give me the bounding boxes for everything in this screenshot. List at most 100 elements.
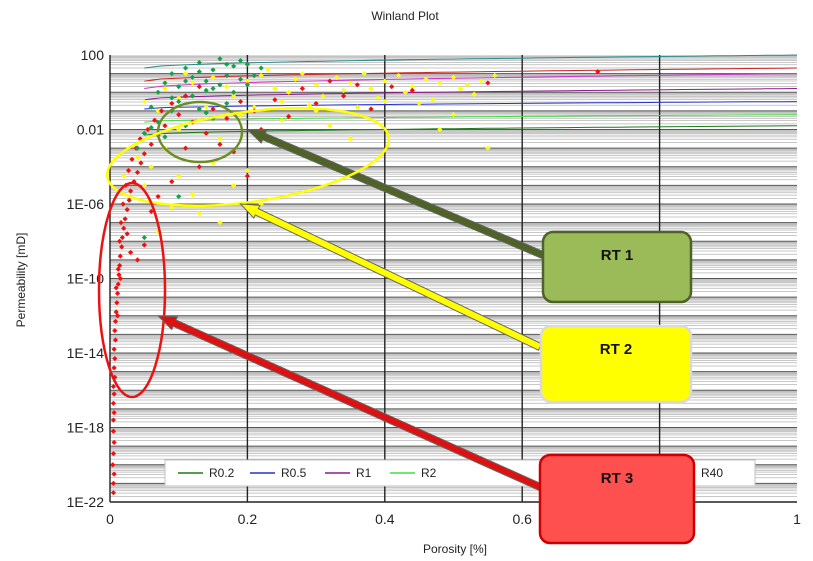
data-point [237, 57, 244, 64]
data-point [313, 100, 319, 107]
data-point [450, 112, 457, 118]
data-point [389, 84, 395, 90]
data-point [437, 80, 443, 86]
data-point [450, 74, 457, 80]
data-point [217, 141, 223, 147]
data-point [347, 136, 354, 142]
annotation-ellipse [97, 181, 167, 399]
data-point [110, 383, 117, 390]
data-point [111, 365, 117, 371]
data-point [430, 97, 436, 103]
data-point [402, 89, 409, 95]
data-point [368, 85, 374, 92]
legend-label: R0.5 [281, 466, 307, 480]
r-curve [144, 114, 798, 123]
legend-label: R0.2 [209, 466, 235, 480]
data-point [141, 130, 147, 136]
data-point [244, 78, 250, 84]
data-point [182, 78, 189, 84]
x-tick-label: 0.2 [238, 511, 258, 527]
data-point [112, 328, 118, 334]
data-point [210, 74, 216, 80]
data-point [395, 72, 402, 79]
data-point [114, 300, 120, 306]
data-point [145, 126, 151, 133]
data-point [182, 93, 189, 99]
data-point [121, 225, 127, 231]
data-point [244, 82, 250, 88]
legend-label: R40 [701, 466, 723, 480]
annotation-ellipse [105, 107, 391, 207]
data-point [361, 71, 367, 77]
data-point [217, 136, 223, 142]
y-tick-label: 0.01 [77, 122, 104, 138]
data-point [112, 355, 118, 362]
data-point [382, 98, 388, 105]
data-point [258, 72, 264, 79]
data-point [141, 151, 147, 157]
y-tick-label: 1E-06 [67, 196, 105, 212]
callout-box [541, 230, 693, 304]
data-point [141, 182, 147, 188]
data-point [141, 242, 147, 248]
data-point [162, 123, 168, 129]
data-point [189, 74, 196, 80]
data-point [217, 220, 223, 226]
data-point [423, 76, 429, 82]
data-point [464, 82, 470, 88]
data-point [118, 220, 124, 226]
data-point [110, 480, 117, 486]
data-point [110, 462, 116, 468]
data-point [110, 400, 117, 406]
data-point [148, 208, 154, 215]
data-point [231, 93, 237, 99]
data-point [111, 346, 117, 352]
data-point [155, 108, 161, 114]
data-point [129, 156, 135, 162]
data-point [114, 313, 121, 319]
data-point [113, 285, 119, 291]
data-point [182, 71, 189, 77]
data-point [251, 104, 257, 110]
scatter-points [110, 56, 601, 496]
data-point [176, 98, 182, 105]
data-point [203, 110, 209, 116]
x-tick-label: 0.6 [512, 511, 532, 527]
data-point [595, 69, 601, 75]
data-point [176, 126, 182, 133]
annotations: RT 1 RT 2 RT 3 [97, 100, 696, 545]
data-point [124, 206, 130, 213]
data-point [224, 100, 230, 107]
data-point [176, 193, 182, 200]
data-point [347, 80, 354, 86]
data-point [306, 102, 312, 108]
data-point [196, 84, 202, 90]
r-curve [144, 88, 798, 101]
data-point [169, 71, 175, 77]
data-point [141, 98, 147, 105]
data-point [231, 63, 237, 69]
data-point [354, 104, 360, 110]
data-point [299, 71, 305, 77]
data-point [110, 428, 117, 434]
chart-title: Winland Plot [371, 9, 439, 23]
data-point [120, 201, 126, 207]
annotation-arrow [239, 203, 543, 351]
data-point [327, 123, 333, 129]
y-tick-label: 100 [81, 47, 105, 63]
data-point [162, 85, 168, 92]
data-point [117, 238, 123, 244]
data-point [237, 76, 244, 82]
data-point [340, 93, 347, 99]
y-axis-title: Permeability [mD] [14, 233, 28, 328]
data-point [110, 490, 117, 496]
data-point [210, 106, 216, 112]
data-point [217, 82, 223, 88]
legend-label: R1 [356, 466, 372, 480]
data-point [217, 56, 223, 62]
data-point [111, 471, 117, 477]
data-point [210, 85, 216, 92]
data-point [196, 106, 202, 112]
data-point [111, 391, 117, 397]
data-point [117, 262, 123, 269]
